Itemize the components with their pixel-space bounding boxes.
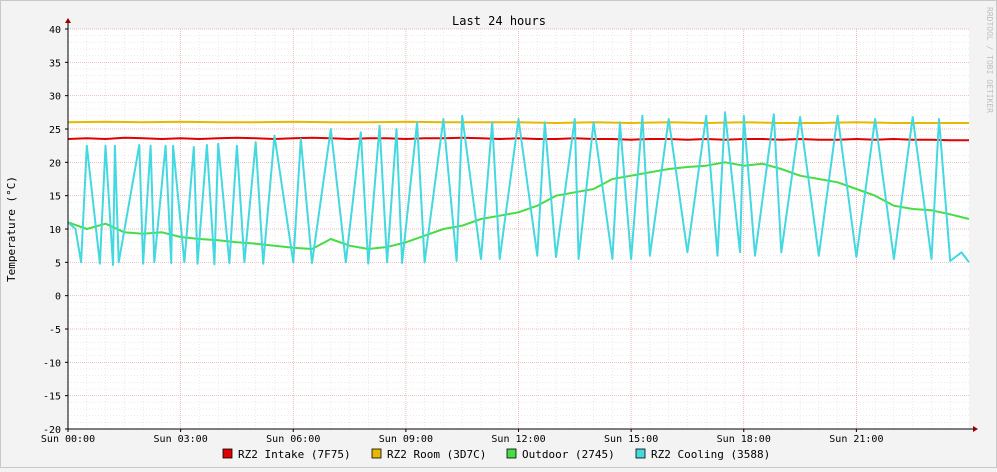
legend-swatch-2 <box>371 448 382 459</box>
legend-swatch-1 <box>222 448 233 459</box>
watermark-text: RRDTOOL / TOBI OETIKER <box>985 7 994 113</box>
series-line-4 <box>67 111 970 266</box>
y-tick-label: 30 <box>49 92 61 103</box>
x-axis-arrow <box>973 426 978 432</box>
x-tick-label: Sun 06:00 <box>266 434 320 445</box>
axes <box>65 18 978 432</box>
series-line-1 <box>67 136 969 142</box>
y-tick-label: -10 <box>43 358 61 369</box>
legend-label-4: RZ2 Cooling (3588) <box>651 448 770 461</box>
y-tick-label: 25 <box>49 125 61 136</box>
legend: RZ2 Intake (7F75) RZ2 Room (3D7C) Outdoor … <box>222 448 770 461</box>
y-ticks: 40 35 30 25 20 15 10 5 0 -5 -10 -15 -20 <box>43 25 68 436</box>
y-tick-label: -20 <box>43 425 61 436</box>
legend-label-2: RZ2 Room (3D7C) <box>387 448 486 461</box>
chart-title: Last 24 hours <box>452 14 546 28</box>
y-tick-label: 40 <box>49 25 61 36</box>
x-tick-label: Sun 00:00 <box>41 434 95 445</box>
y-tick-label: 35 <box>49 58 61 69</box>
x-tick-label: Sun 09:00 <box>379 434 433 445</box>
x-ticks: Sun 00:00 Sun 03:00 Sun 06:00 Sun 09:00 Sun … <box>41 429 883 445</box>
x-tick-label: Sun 03:00 <box>154 434 208 445</box>
x-tick-label: Sun 21:00 <box>829 434 883 445</box>
legend-label-1: RZ2 Intake (7F75) <box>238 448 351 461</box>
y-tick-label: 5 <box>55 258 61 269</box>
y-tick-label: -15 <box>43 392 61 403</box>
y-tick-label: 15 <box>49 192 61 203</box>
series-line-3 <box>67 161 970 250</box>
series-layer <box>67 111 970 266</box>
y-tick-label: -5 <box>49 325 61 336</box>
y-axis-label: Temperature (°C) <box>5 176 18 282</box>
x-tick-label: Sun 12:00 <box>491 434 545 445</box>
x-tick-label: Sun 18:00 <box>717 434 771 445</box>
x-tick-label: Sun 15:00 <box>604 434 658 445</box>
legend-label-3: Outdoor (2745) <box>522 448 615 461</box>
y-axis-arrow <box>65 18 71 23</box>
y-tick-label: 0 <box>55 292 61 303</box>
legend-swatch-4 <box>635 448 646 459</box>
y-tick-label: 20 <box>49 158 61 169</box>
legend-swatch-3 <box>506 448 517 459</box>
y-tick-label: 10 <box>49 225 61 236</box>
